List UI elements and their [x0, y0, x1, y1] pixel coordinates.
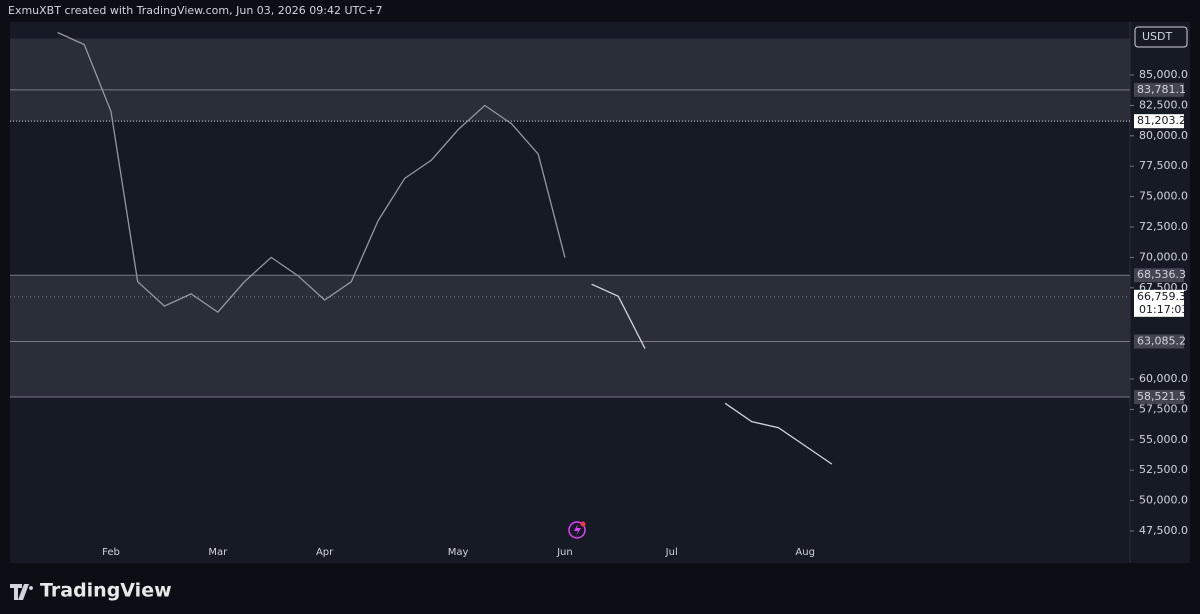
- price-line: [591, 283, 833, 465]
- level-box: [1134, 114, 1184, 129]
- lines: [10, 31, 1130, 465]
- level-box: [1134, 82, 1184, 97]
- y-tick-label: 80,000.0: [1139, 129, 1188, 142]
- x-tick-label: Apr: [316, 547, 334, 558]
- y-tick-label: 55,000.0: [1139, 433, 1188, 446]
- level-label: 68,536.3: [1137, 268, 1186, 281]
- icon: [574, 524, 581, 536]
- currency: USDT: [1142, 30, 1173, 43]
- y-tick-label: 47,500.0: [1139, 524, 1188, 537]
- x-tick-label: Feb: [102, 547, 120, 558]
- countdown: 01:17:03: [1139, 303, 1188, 316]
- zone: [10, 275, 1130, 397]
- x-tick-label: Aug: [795, 547, 815, 558]
- last-price-label: 66,759.3: [1137, 290, 1186, 303]
- chart-title: ExmuXBT created with TradingView.com, Ju…: [8, 4, 383, 17]
- y-tick-label: 52,500.0: [1139, 463, 1188, 476]
- level-box: [1134, 268, 1184, 283]
- level-label: 58,521.5: [1137, 390, 1186, 403]
- y-tick-label: 82,500.0: [1139, 98, 1188, 111]
- icon: [568, 521, 586, 539]
- currency-box: [1134, 26, 1188, 48]
- level-box: [1134, 334, 1184, 349]
- price-line: [57, 31, 566, 313]
- x-tick-label: Mar: [208, 547, 228, 558]
- y-tick-label: 57,500.0: [1139, 402, 1188, 415]
- y-tick-label: 75,000.0: [1139, 190, 1188, 203]
- zone: [10, 38, 1130, 122]
- level-label: 63,085.2: [1137, 335, 1186, 348]
- logo: [10, 584, 34, 600]
- y-tick-label: 70,000.0: [1139, 250, 1188, 263]
- last-price-box: [1134, 289, 1184, 317]
- y-tick-label: 85,000.0: [1139, 68, 1188, 81]
- x-tick-label: Jun: [556, 547, 573, 558]
- level-label: 83,781.1: [1137, 83, 1186, 96]
- level-label: 81,203.2: [1137, 114, 1186, 127]
- icon-dot: [580, 521, 586, 527]
- y-tick-label: 50,000.0: [1139, 494, 1188, 507]
- y-tick-label: 60,000.0: [1139, 372, 1188, 385]
- x-tick-label: Jul: [665, 547, 678, 558]
- footer-brand: TradingView: [40, 580, 172, 602]
- level-box: [1134, 389, 1184, 404]
- x-tick-label: May: [448, 547, 469, 558]
- y-tick-label: 77,500.0: [1139, 159, 1188, 172]
- zones: [10, 38, 1130, 397]
- y-tick-label: 72,500.0: [1139, 220, 1188, 233]
